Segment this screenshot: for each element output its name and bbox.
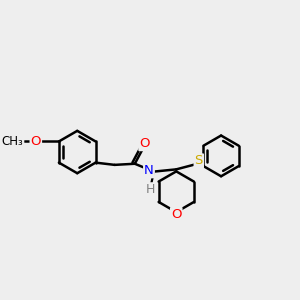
Text: O: O xyxy=(31,135,41,148)
Text: O: O xyxy=(171,208,181,221)
Text: S: S xyxy=(195,154,203,167)
Text: O: O xyxy=(139,137,150,150)
Text: CH₃: CH₃ xyxy=(2,135,23,148)
Text: N: N xyxy=(144,164,154,177)
Text: H: H xyxy=(146,183,155,196)
